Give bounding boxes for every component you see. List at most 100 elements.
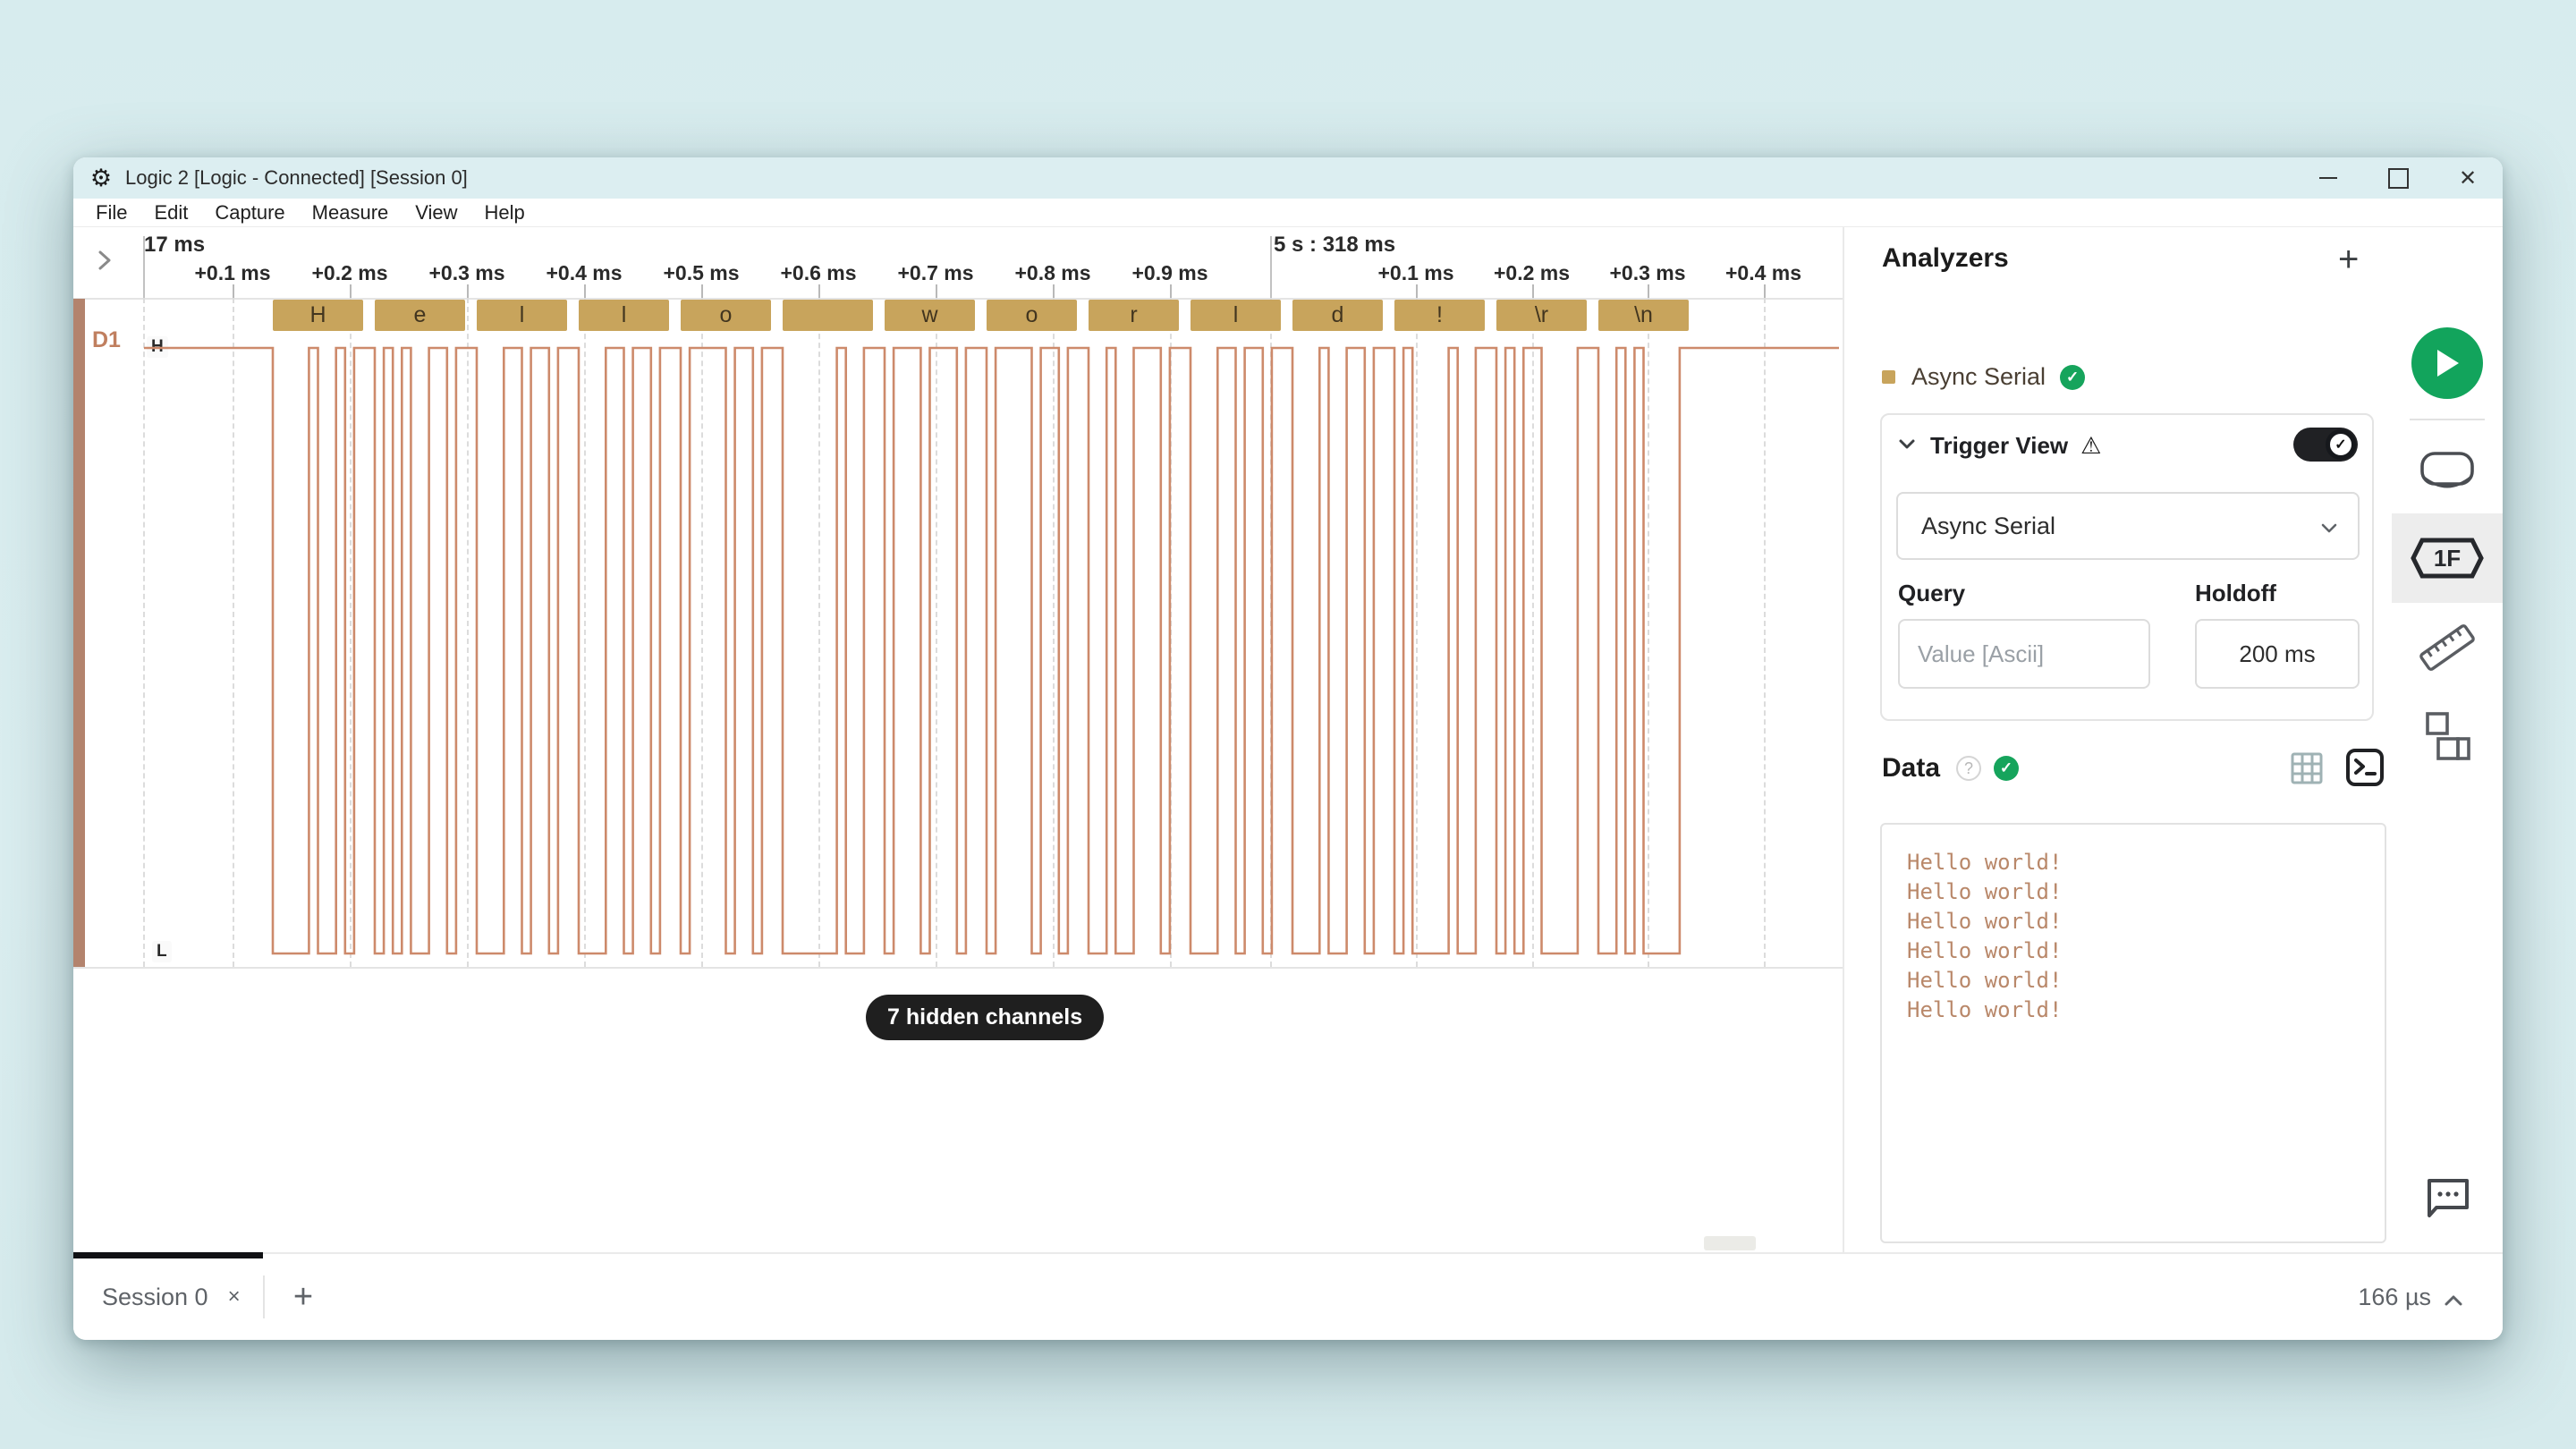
menu-item-measure[interactable]: Measure (311, 200, 389, 224)
warning-icon: ⚠ (2080, 431, 2102, 459)
gridline (701, 298, 703, 967)
decoded-byte-box[interactable]: d (1292, 300, 1383, 331)
data-line: Hello world! (1907, 909, 2063, 934)
decoded-byte-box[interactable]: H (273, 300, 363, 331)
decoded-byte-box[interactable]: e (375, 300, 465, 331)
chevron-right-icon[interactable] (93, 247, 116, 278)
close-tab-icon[interactable]: × (227, 1284, 241, 1309)
timeline-tick-label: +0.7 ms (897, 261, 974, 284)
query-input[interactable] (1898, 619, 2150, 689)
data-line: Hello world! (1907, 997, 2063, 1022)
decoded-byte-box[interactable]: l (477, 300, 567, 331)
holdoff-input[interactable] (2195, 619, 2360, 689)
maximize-icon (2387, 167, 2409, 189)
menu-bar: File Edit Capture Measure View Help (73, 199, 2503, 227)
tick-mark (701, 284, 703, 298)
decoded-byte-box[interactable]: l (1191, 300, 1281, 331)
decoded-byte-box[interactable]: o (987, 300, 1077, 331)
toggle-check-icon: ✓ (2326, 429, 2356, 460)
maximize-button[interactable] (2363, 157, 2433, 199)
tick-mark (1416, 284, 1418, 298)
timeline-tick-label: +0.8 ms (1014, 261, 1091, 284)
gridline (1648, 298, 1649, 967)
timeline-tick-label: +0.9 ms (1131, 261, 1208, 284)
start-capture-button[interactable] (2392, 327, 2503, 399)
gridline (1053, 298, 1055, 967)
data-terminal-output[interactable]: Hello world! Hello world! Hello world! Hell… (1880, 823, 2386, 1243)
decoded-byte-box[interactable]: l (579, 300, 669, 331)
tick-mark (233, 284, 234, 298)
trigger-view-card: Trigger View ⚠ ✓ Async Serial Query Hold… (1880, 413, 2374, 721)
close-button[interactable]: ✕ (2433, 157, 2503, 199)
channel-name[interactable]: D1 (92, 327, 121, 352)
trigger-view-title: Trigger View (1930, 431, 2069, 459)
timescale-value: 166 µs (2358, 1283, 2431, 1310)
help-icon[interactable]: ? (1956, 756, 1982, 781)
analyzer-select-dropdown[interactable]: Async Serial (1896, 492, 2360, 560)
active-tool-highlight (2392, 513, 2503, 603)
tick-mark (1763, 284, 1766, 298)
session-tab[interactable]: Session 0 × (73, 1254, 263, 1340)
data-section-header: Data ? ✓ (1882, 753, 2020, 784)
data-line: Hello world! (1907, 968, 2063, 993)
decoded-byte-box[interactable]: o (681, 300, 771, 331)
analyzer-row-async-serial[interactable]: Async Serial ✓ (1882, 363, 2086, 391)
analyzers-tab-button[interactable]: 1F (2392, 522, 2503, 594)
holdoff-label: Holdoff (2195, 580, 2276, 606)
chat-bubble-icon (2428, 1179, 2469, 1217)
table-view-icon[interactable] (2290, 751, 2324, 790)
timescale-indicator[interactable]: 166 µs (2358, 1254, 2463, 1340)
decoded-byte-box[interactable]: \r (1496, 300, 1587, 331)
analyzer-check-icon: ✓ (2060, 364, 2086, 390)
trigger-view-toggle[interactable]: ✓ (2293, 428, 2358, 462)
session-tab-label: Session 0 (102, 1283, 208, 1310)
timeline-divider (73, 298, 1843, 300)
window-title: Logic 2 [Logic - Connected] [Session 0] (125, 166, 468, 189)
timeline-tick-label: +0.3 ms (1609, 261, 1686, 284)
gridline (584, 298, 586, 967)
gridline (1416, 298, 1418, 967)
hidden-channels-badge[interactable]: 7 hidden channels (866, 995, 1105, 1040)
analyzer-color-bullet (1882, 370, 1895, 384)
trigger-view-header[interactable]: Trigger View ⚠ ✓ (1882, 428, 2372, 463)
chevron-down-icon (2318, 517, 2340, 543)
decoded-byte-box[interactable]: w (885, 300, 975, 331)
menu-item-help[interactable]: Help (484, 200, 525, 224)
title-bar: ⚙ Logic 2 [Logic - Connected] [Session 0… (73, 157, 2503, 199)
uart-waveform[interactable] (73, 298, 1843, 967)
decoded-byte-box[interactable]: ! (1394, 300, 1485, 331)
measurements-button[interactable] (2392, 612, 2503, 683)
data-title: Data (1882, 753, 1941, 783)
minimize-button[interactable] (2293, 157, 2363, 199)
high-level-marker: H (147, 336, 168, 358)
feedback-button[interactable] (2392, 1166, 2503, 1231)
new-session-button[interactable]: + (292, 1277, 314, 1316)
gridline (1763, 298, 1766, 967)
horizontal-scrollbar[interactable] (1704, 1236, 1756, 1250)
menu-item-edit[interactable]: Edit (154, 200, 189, 224)
timeline-tick-label: +0.2 ms (311, 261, 388, 284)
gridline (467, 298, 469, 967)
terminal-view-icon[interactable] (2345, 748, 2385, 792)
low-level-marker: L (152, 941, 172, 962)
section-boundary-line (143, 236, 145, 298)
decoded-byte-box[interactable]: r (1089, 300, 1179, 331)
gridline (233, 298, 234, 967)
menu-item-file[interactable]: File (96, 200, 128, 224)
channel-color-strip[interactable] (73, 299, 85, 967)
extensions-button[interactable] (2392, 701, 2503, 773)
add-analyzer-button[interactable]: + (2338, 240, 2360, 279)
tick-mark (1170, 284, 1172, 298)
menu-item-view[interactable]: View (415, 200, 458, 224)
timeline-tick-label: +0.4 ms (1724, 261, 1802, 284)
gridline (936, 298, 937, 967)
data-line: Hello world! (1907, 938, 2063, 963)
decoded-byte-box[interactable]: \n (1598, 300, 1689, 331)
close-icon: ✕ (2458, 165, 2478, 191)
timeline-tick-label: +0.6 ms (780, 261, 857, 284)
tick-mark (584, 284, 586, 298)
menu-item-capture[interactable]: Capture (215, 200, 285, 224)
decoded-byte-box[interactable] (783, 300, 873, 331)
device-settings-button[interactable] (2392, 442, 2503, 506)
